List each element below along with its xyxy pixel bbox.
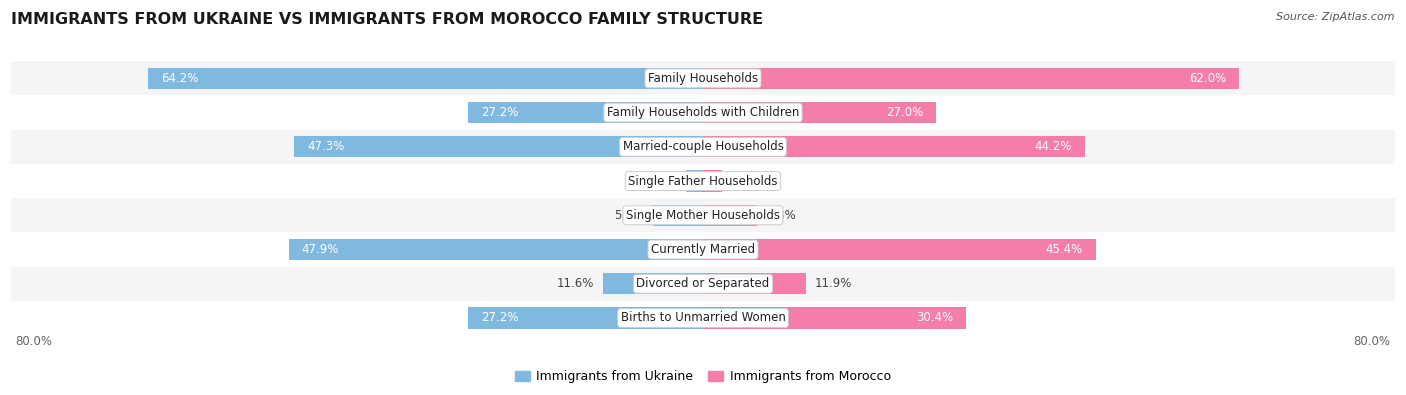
Text: Single Mother Households: Single Mother Households [626, 209, 780, 222]
Text: Family Households with Children: Family Households with Children [607, 106, 799, 119]
Text: 30.4%: 30.4% [915, 312, 953, 324]
Text: 5.8%: 5.8% [614, 209, 644, 222]
Text: Births to Unmarried Women: Births to Unmarried Women [620, 312, 786, 324]
Bar [11, 267, 1395, 301]
Bar [703, 239, 1095, 260]
Text: Family Households: Family Households [648, 72, 758, 85]
Bar [468, 102, 703, 123]
Bar [294, 136, 703, 158]
Text: 2.0%: 2.0% [647, 175, 678, 188]
Bar [11, 61, 1395, 96]
Bar [703, 68, 1239, 89]
Bar [11, 232, 1395, 267]
Bar [703, 307, 966, 329]
Legend: Immigrants from Ukraine, Immigrants from Morocco: Immigrants from Ukraine, Immigrants from… [510, 365, 896, 388]
Text: 27.0%: 27.0% [886, 106, 924, 119]
Text: 44.2%: 44.2% [1035, 140, 1073, 153]
Bar [468, 307, 703, 329]
Text: 47.9%: 47.9% [302, 243, 339, 256]
Bar [686, 170, 703, 192]
Bar [288, 239, 703, 260]
Text: 80.0%: 80.0% [1354, 335, 1391, 348]
Bar [703, 170, 723, 192]
Text: 11.9%: 11.9% [814, 277, 852, 290]
Bar [703, 136, 1085, 158]
Text: 80.0%: 80.0% [15, 335, 52, 348]
Bar [603, 273, 703, 294]
Bar [703, 102, 936, 123]
Text: 47.3%: 47.3% [307, 140, 344, 153]
Text: 27.2%: 27.2% [481, 106, 519, 119]
Text: Single Father Households: Single Father Households [628, 175, 778, 188]
Text: 2.2%: 2.2% [731, 175, 761, 188]
Bar [652, 205, 703, 226]
Text: 6.3%: 6.3% [766, 209, 796, 222]
Bar [11, 96, 1395, 130]
Bar [11, 130, 1395, 164]
Bar [703, 205, 758, 226]
Text: Currently Married: Currently Married [651, 243, 755, 256]
Bar [11, 198, 1395, 232]
Text: 27.2%: 27.2% [481, 312, 519, 324]
Text: 45.4%: 45.4% [1045, 243, 1083, 256]
Bar [148, 68, 703, 89]
Bar [703, 273, 806, 294]
Text: Source: ZipAtlas.com: Source: ZipAtlas.com [1277, 12, 1395, 22]
Text: Married-couple Households: Married-couple Households [623, 140, 783, 153]
Text: 11.6%: 11.6% [557, 277, 595, 290]
Text: 64.2%: 64.2% [160, 72, 198, 85]
Bar [11, 164, 1395, 198]
Text: 62.0%: 62.0% [1189, 72, 1226, 85]
Text: Divorced or Separated: Divorced or Separated [637, 277, 769, 290]
Bar [11, 301, 1395, 335]
Text: IMMIGRANTS FROM UKRAINE VS IMMIGRANTS FROM MOROCCO FAMILY STRUCTURE: IMMIGRANTS FROM UKRAINE VS IMMIGRANTS FR… [11, 12, 763, 27]
